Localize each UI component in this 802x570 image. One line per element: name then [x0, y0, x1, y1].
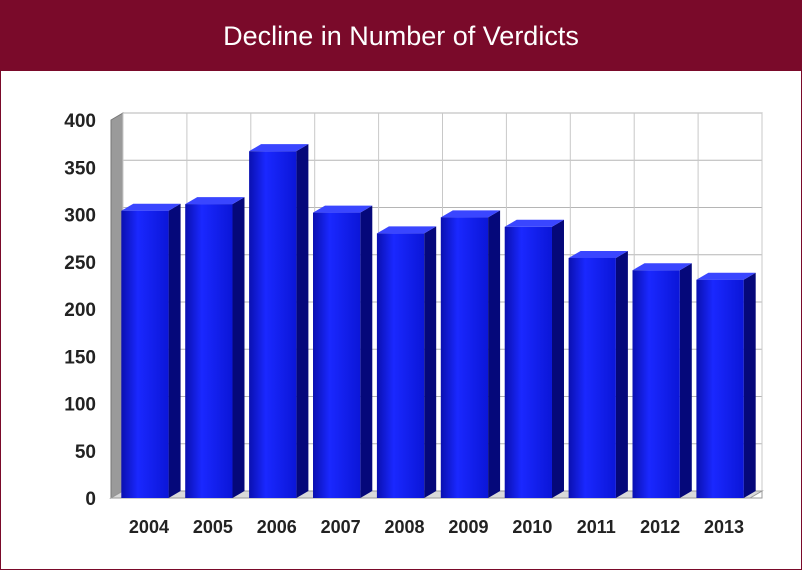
- bar-top: [376, 226, 437, 234]
- bar-side: [743, 272, 756, 498]
- bar-side: [679, 263, 692, 498]
- bar-front: [568, 257, 616, 498]
- bar-front: [632, 270, 680, 498]
- bar-side: [360, 205, 373, 499]
- bar-side: [232, 197, 245, 499]
- y-tick-label: 0: [85, 489, 96, 510]
- bar-2013: [696, 272, 756, 498]
- x-tick-label: 2013: [704, 517, 744, 537]
- x-tick-label: 2006: [257, 517, 297, 537]
- y-axis: 0 50 100 150 200 250 300 350 400: [64, 111, 96, 510]
- x-tick-label: 2007: [321, 517, 361, 537]
- bar-2011: [568, 250, 628, 498]
- bar-top: [185, 197, 245, 205]
- x-tick-label: 2009: [448, 517, 488, 537]
- bar-top: [504, 219, 564, 227]
- y-tick-label: 300: [64, 206, 96, 227]
- y-tick-label: 100: [64, 395, 96, 416]
- bar-2006: [249, 144, 309, 498]
- bar-2007: [313, 205, 373, 499]
- bar-top: [313, 205, 373, 213]
- bar-top: [632, 263, 692, 271]
- x-tick-label: 2011: [577, 517, 616, 537]
- bar-front: [313, 212, 361, 499]
- bar-2008: [376, 226, 437, 498]
- bar-front: [121, 210, 169, 498]
- x-tick-label: 2005: [193, 517, 233, 537]
- x-tick-label: 2008: [385, 517, 425, 537]
- bar-2004: [121, 203, 181, 498]
- bar-side: [488, 210, 501, 498]
- bars: [121, 144, 756, 499]
- bar-top: [440, 210, 501, 218]
- x-tick-label: 2010: [512, 517, 552, 537]
- y-tick-label: 50: [75, 442, 96, 463]
- side-wall: [110, 112, 124, 499]
- bar-2009: [440, 210, 501, 498]
- bar-front: [504, 226, 552, 498]
- y-tick-label: 400: [64, 111, 96, 132]
- y-tick-label: 150: [64, 347, 96, 368]
- x-tick-label: 2012: [640, 517, 680, 537]
- x-axis: 2004 2005 2006 2007 2008 2009 2010 2011 2012 2013: [129, 517, 744, 537]
- bar-top: [249, 144, 309, 152]
- bar-2005: [185, 197, 245, 499]
- bar-front: [376, 233, 425, 498]
- bar-front: [440, 217, 489, 498]
- chart-title: Decline in Number of Verdicts: [1, 1, 801, 71]
- bar-side: [551, 219, 564, 498]
- bar-top: [121, 203, 181, 211]
- y-tick-label: 350: [64, 158, 96, 179]
- y-tick-label: 250: [64, 253, 96, 274]
- bar-side: [296, 144, 309, 498]
- bar-2010: [504, 219, 564, 498]
- bar-front: [696, 279, 744, 498]
- x-tick-label: 2004: [129, 517, 169, 537]
- bar-top: [568, 250, 628, 258]
- bar-side: [424, 226, 437, 498]
- bar-top: [696, 272, 756, 280]
- bar-side: [168, 203, 181, 498]
- bar-2012: [632, 263, 692, 498]
- bar-front: [185, 204, 233, 499]
- y-tick-label: 200: [64, 300, 96, 321]
- bar-front: [249, 151, 297, 498]
- bar-side: [615, 250, 628, 498]
